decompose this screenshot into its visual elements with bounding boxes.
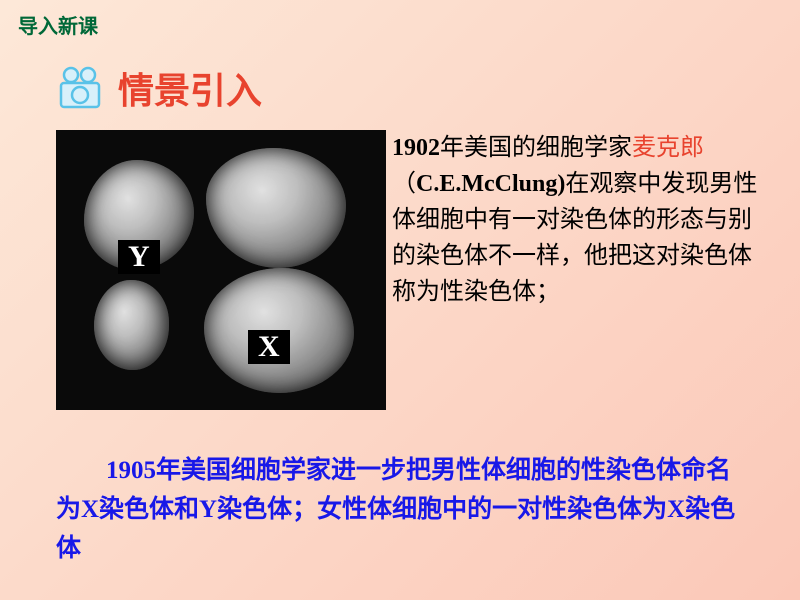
- scientist-latin: C.E.McClung): [416, 171, 565, 197]
- chromosome-fragment: [94, 280, 169, 370]
- scientist-name: 麦克郎: [632, 135, 704, 161]
- paragraph-1: 1902年美国的细胞学家麦克郎（C.E.McClung)在观察中发现男性体细胞中…: [392, 130, 760, 310]
- chromosome-micrograph: Y X: [56, 130, 386, 410]
- year-1902: 1902: [392, 135, 440, 161]
- x-label: X: [248, 330, 290, 364]
- breadcrumb: 导入新课: [18, 10, 98, 39]
- paragraph-2: 1905年美国细胞学家进一步把男性体细胞的性染色体命名为X染色体和Y染色体；女性…: [56, 452, 736, 568]
- title-row: 情景引入: [58, 62, 262, 114]
- content-row: Y X 1902年美国的细胞学家麦克郎（C.E.McClung)在观察中发现男性…: [56, 130, 760, 410]
- p1-seg2: 年美国的细胞学家: [440, 135, 632, 161]
- p1-paren: （: [392, 171, 416, 197]
- y-label: Y: [118, 240, 160, 274]
- camera-icon: [58, 66, 106, 110]
- section-title: 情景引入: [118, 62, 262, 114]
- x-chromosome-top: [206, 148, 346, 268]
